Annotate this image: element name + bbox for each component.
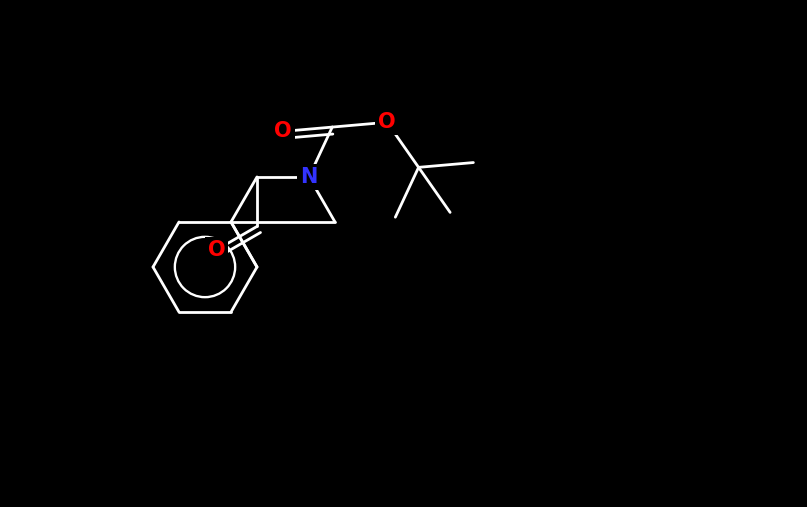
Text: O: O [378,112,396,132]
Text: O: O [274,121,292,141]
Text: N: N [300,167,318,187]
Text: O: O [207,240,225,260]
